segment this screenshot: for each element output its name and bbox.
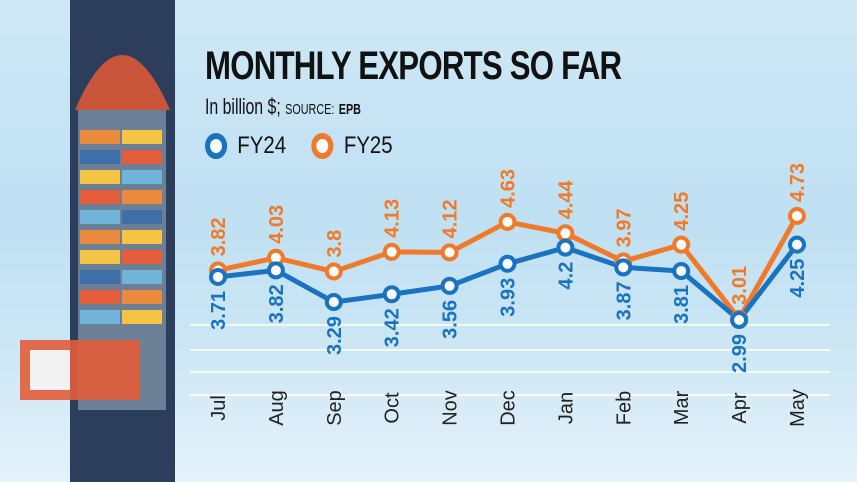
- x-tick-label: Dec: [498, 390, 520, 426]
- legend-label: FY24: [237, 132, 287, 159]
- data-point-fy25: [324, 262, 343, 281]
- data-label: 3.82: [266, 284, 288, 323]
- data-label: 3.56: [440, 300, 462, 339]
- unit-label: In billion $;: [205, 94, 281, 119]
- legend-item-fy25: FY25: [311, 132, 393, 160]
- data-label: 3.87: [613, 281, 635, 320]
- data-point-fy24: [730, 311, 749, 329]
- x-tick-label: Mar: [671, 390, 693, 425]
- data-label: 3.42: [382, 308, 404, 347]
- x-tick-label: Apr: [729, 392, 751, 423]
- data-label: 3.71: [208, 291, 230, 330]
- data-point-fy24: [614, 258, 633, 277]
- legend-item-fy24: FY24: [205, 132, 286, 160]
- data-label: 3.29: [324, 316, 346, 355]
- data-point-fy24: [788, 235, 806, 254]
- x-tick-label: Jan: [555, 392, 577, 424]
- data-label: 3.01: [729, 266, 751, 305]
- data-label: 4.44: [555, 179, 577, 219]
- x-tick-label: Feb: [613, 391, 635, 425]
- data-point-fy24: [672, 261, 691, 280]
- legend-marker-icon: [205, 133, 228, 159]
- x-tick-label: Oct: [382, 392, 404, 424]
- x-tick-label: Jul: [208, 395, 230, 421]
- source-label: SOURCE:: [285, 101, 335, 118]
- legend-marker-icon: [311, 133, 334, 159]
- source-value: EPB: [338, 101, 361, 118]
- data-point-fy24: [498, 254, 517, 273]
- data-label: 4.25: [787, 259, 809, 298]
- data-point-fy25: [788, 206, 806, 225]
- data-point-fy24: [440, 276, 459, 295]
- data-point-fy24: [324, 293, 343, 312]
- legend-label: FY25: [343, 132, 393, 159]
- data-label: 3.81: [671, 285, 693, 324]
- data-label: 3.8: [324, 230, 346, 258]
- data-label: 4.2: [555, 262, 577, 290]
- data-point-fy25: [382, 242, 401, 261]
- data-point-fy25: [556, 224, 575, 243]
- data-label: 3.82: [208, 217, 230, 256]
- data-label: 4.13: [382, 199, 404, 238]
- data-point-fy24: [556, 238, 575, 257]
- data-label: 3.97: [613, 208, 635, 247]
- x-tick-label: Aug: [266, 390, 288, 426]
- chart-title: MONTHLY EXPORTS SO FAR: [205, 44, 622, 88]
- data-label: 4.63: [498, 169, 520, 208]
- chart-subtitle: In billion $; SOURCE: EPB: [205, 94, 361, 120]
- data-point-fy24: [266, 261, 285, 280]
- data-label: 3.93: [498, 278, 520, 317]
- cargo-ship-illustration: [20, 0, 175, 482]
- data-label: 2.99: [729, 334, 751, 373]
- data-point-fy24: [382, 285, 401, 304]
- data-point-fy25: [440, 243, 459, 262]
- data-point-fy25: [498, 212, 517, 231]
- data-label: 4.73: [787, 163, 809, 202]
- x-tick-label: Nov: [440, 390, 462, 426]
- x-tick-label: May: [787, 389, 809, 427]
- data-label: 4.25: [671, 192, 693, 231]
- data-label: 4.03: [266, 205, 288, 244]
- x-tick-label: Sep: [324, 390, 346, 426]
- data-point-fy25: [672, 235, 691, 254]
- data-point-fy24: [209, 267, 227, 286]
- legend: FY24 FY25: [205, 132, 406, 160]
- data-label: 4.12: [440, 199, 462, 238]
